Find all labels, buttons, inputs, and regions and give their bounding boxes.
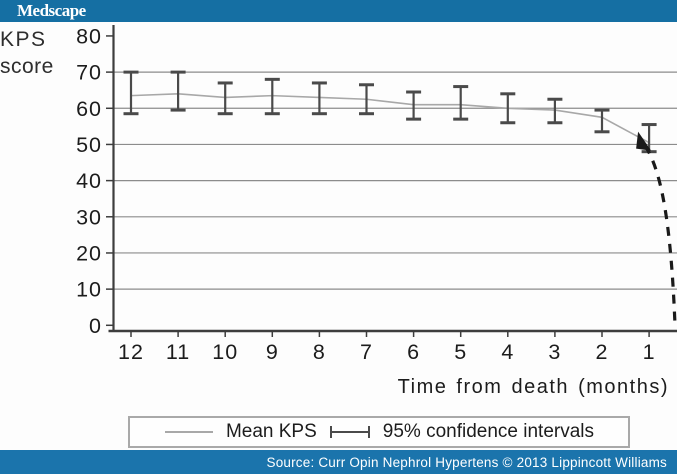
x-tick-label: 7 bbox=[360, 340, 373, 364]
y-axis-label-line2: score bbox=[0, 55, 54, 78]
y-tick-label: 30 bbox=[76, 205, 102, 229]
ci-errorbar-sample-icon bbox=[329, 426, 370, 438]
x-tick-label: 5 bbox=[454, 340, 467, 364]
y-tick-label: 70 bbox=[76, 61, 102, 85]
y-tick-label: 60 bbox=[76, 97, 102, 121]
x-tick-label: 1 bbox=[643, 340, 656, 364]
x-tick-label: 11 bbox=[166, 340, 190, 364]
source-bar: Source: Curr Opin Nephrol Hypertens © 20… bbox=[0, 450, 677, 474]
dashed-projection-curve bbox=[643, 144, 677, 326]
mean-kps-line bbox=[130, 93, 650, 144]
x-tick-label: 10 bbox=[212, 340, 238, 364]
mean-line-sample-icon bbox=[164, 431, 213, 433]
legend-mean-label: Mean KPS bbox=[225, 421, 317, 442]
x-tick-label: 9 bbox=[266, 340, 279, 364]
x-tick-label: 12 bbox=[118, 340, 144, 364]
x-tick-label: 8 bbox=[313, 340, 326, 364]
y-axis-label-line1: KPS bbox=[0, 28, 47, 51]
x-tick-label: 4 bbox=[501, 340, 514, 364]
y-axis-label: KPS score bbox=[0, 26, 54, 80]
medscape-logo: Medscape bbox=[17, 1, 86, 20]
x-tick-label: 3 bbox=[548, 340, 561, 364]
y-tick-label: 40 bbox=[76, 169, 102, 193]
legend-ci-label: 95% confidence intervals bbox=[382, 421, 595, 442]
x-tick-label: 2 bbox=[596, 340, 609, 364]
y-tick-label: 20 bbox=[76, 241, 102, 265]
y-tick-label: 0 bbox=[89, 314, 102, 338]
projection-arrowhead bbox=[636, 131, 652, 151]
medscape-header-bar: Medscape bbox=[0, 0, 677, 22]
legend-box: Mean KPS 95% confidence intervals bbox=[128, 416, 630, 448]
source-text: Source: Curr Opin Nephrol Hypertens © 20… bbox=[266, 454, 667, 470]
x-tick-label: 6 bbox=[407, 340, 420, 364]
y-tick-label: 80 bbox=[76, 24, 102, 48]
x-axis-title: Time from death (months) bbox=[397, 376, 669, 398]
y-tick-label: 50 bbox=[76, 133, 102, 157]
y-tick-label: 10 bbox=[76, 278, 102, 302]
